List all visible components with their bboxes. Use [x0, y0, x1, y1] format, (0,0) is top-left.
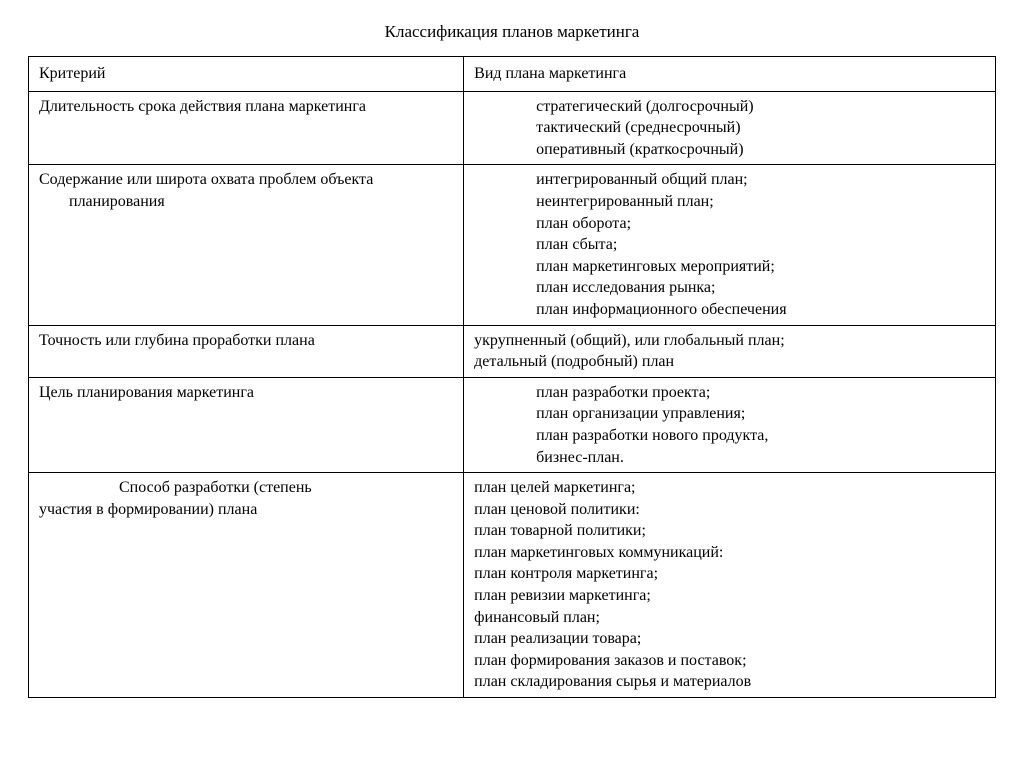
plan-item: финансовый план; [474, 607, 987, 629]
plan-item: план сбыта; [474, 234, 987, 256]
criterion-text: Точность или глубина проработки плана [39, 332, 315, 349]
header-plan-type: Вид плана маркетинга [464, 57, 996, 92]
page-title: Классификация планов маркетинга [28, 22, 996, 42]
table-row: Длительность срока действия плана маркет… [29, 91, 996, 165]
table-row: Точность или глубина проработки плана ук… [29, 325, 996, 377]
plan-item: план складирования сырья и материалов [474, 671, 987, 693]
plan-item: бизнес-план. [474, 447, 987, 469]
plan-item: неинтегрированный план; [474, 191, 987, 213]
criterion-text: Длительность срока действия плана маркет… [39, 98, 366, 115]
plan-item: стратегический (долгосрочный) [474, 96, 987, 118]
plan-cell: интегрированный общий план; неинтегриров… [464, 165, 996, 325]
plan-cell: укрупненный (общий), или глобальный план… [464, 325, 996, 377]
criterion-text-line2: участия в формировании) плана [39, 499, 455, 521]
plan-item: укрупненный (общий), или глобальный план… [474, 330, 987, 352]
plan-item: план исследования рынка; [474, 277, 987, 299]
plan-item: детальный (подробный) план [474, 351, 987, 373]
plan-cell: стратегический (долгосрочный) тактически… [464, 91, 996, 165]
plan-item: план маркетинговых мероприятий; [474, 256, 987, 278]
plan-item: план ценовой политики: [474, 499, 987, 521]
plan-item: план оборота; [474, 213, 987, 235]
criterion-cell: Длительность срока действия плана маркет… [29, 91, 464, 165]
plan-item: план организации управления; [474, 403, 987, 425]
table-row: Содержание или широта охвата проблем объ… [29, 165, 996, 325]
plan-item: план контроля маркетинга; [474, 563, 987, 585]
plan-item: интегрированный общий план; [474, 169, 987, 191]
plan-item: план реализации товара; [474, 628, 987, 650]
plan-cell: план разработки проекта; план организаци… [464, 377, 996, 472]
criterion-cell: Способ разработки (степень участия в фор… [29, 473, 464, 698]
criterion-text: Цель планирования маркетинга [39, 384, 254, 401]
plan-item: план ревизии маркетинга; [474, 585, 987, 607]
table-header-row: Критерий Вид плана маркетинга [29, 57, 996, 92]
criterion-cell: Содержание или широта охвата проблем объ… [29, 165, 464, 325]
plan-cell: план целей маркетинга; план ценовой поли… [464, 473, 996, 698]
plan-item: оперативный (краткосрочный) [474, 139, 987, 161]
criterion-text-line2: планирования [39, 191, 455, 213]
criterion-text-line1: Содержание или широта охвата проблем объ… [39, 169, 455, 191]
plan-item: план разработки нового продукта, [474, 425, 987, 447]
table-row: Способ разработки (степень участия в фор… [29, 473, 996, 698]
classification-table: Критерий Вид плана маркетинга Длительнос… [28, 56, 996, 698]
plan-item: план маркетинговых коммуникаций: [474, 542, 987, 564]
document-page: Классификация планов маркетинга Критерий… [0, 0, 1024, 708]
plan-item: план товарной политики; [474, 520, 987, 542]
criterion-cell: Цель планирования маркетинга [29, 377, 464, 472]
plan-item: тактический (среднесрочный) [474, 117, 987, 139]
header-criterion: Критерий [29, 57, 464, 92]
criterion-text-line1: Способ разработки (степень [39, 477, 455, 499]
plan-item: план целей маркетинга; [474, 477, 987, 499]
table-row: Цель планирования маркетинга план разраб… [29, 377, 996, 472]
plan-item: план разработки проекта; [474, 382, 987, 404]
plan-item: план информационного обеспечения [474, 299, 987, 321]
criterion-cell: Точность или глубина проработки плана [29, 325, 464, 377]
plan-item: план формирования заказов и поставок; [474, 650, 987, 672]
